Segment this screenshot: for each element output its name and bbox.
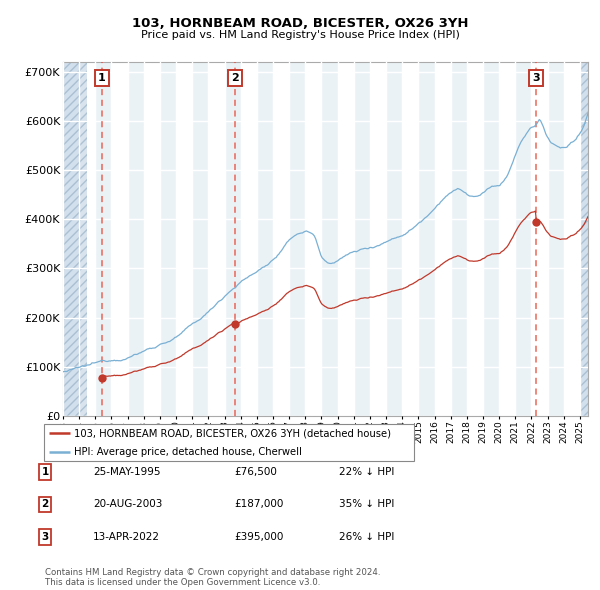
FancyBboxPatch shape bbox=[44, 424, 415, 461]
Text: 3: 3 bbox=[532, 73, 540, 83]
Text: 26% ↓ HPI: 26% ↓ HPI bbox=[339, 532, 394, 542]
Bar bbox=[580, 62, 596, 416]
Text: £187,000: £187,000 bbox=[234, 500, 283, 509]
Text: 2: 2 bbox=[41, 500, 49, 509]
Bar bbox=[386, 62, 402, 416]
Text: 3: 3 bbox=[41, 532, 49, 542]
Text: 2: 2 bbox=[231, 73, 239, 83]
Bar bbox=[63, 62, 79, 416]
Bar bbox=[548, 62, 564, 416]
Bar bbox=[418, 62, 434, 416]
Bar bbox=[354, 62, 370, 416]
Text: £395,000: £395,000 bbox=[234, 532, 283, 542]
Text: 35% ↓ HPI: 35% ↓ HPI bbox=[339, 500, 394, 509]
Text: HPI: Average price, detached house, Cherwell: HPI: Average price, detached house, Cher… bbox=[74, 447, 302, 457]
Bar bbox=[224, 62, 241, 416]
Text: Price paid vs. HM Land Registry's House Price Index (HPI): Price paid vs. HM Land Registry's House … bbox=[140, 30, 460, 40]
Bar bbox=[160, 62, 176, 416]
Text: 1: 1 bbox=[98, 73, 106, 83]
Bar bbox=[322, 62, 338, 416]
Text: 103, HORNBEAM ROAD, BICESTER, OX26 3YH (detached house): 103, HORNBEAM ROAD, BICESTER, OX26 3YH (… bbox=[74, 428, 391, 438]
Text: 20-AUG-2003: 20-AUG-2003 bbox=[93, 500, 163, 509]
Text: 25-MAY-1995: 25-MAY-1995 bbox=[93, 467, 161, 477]
Text: 103, HORNBEAM ROAD, BICESTER, OX26 3YH: 103, HORNBEAM ROAD, BICESTER, OX26 3YH bbox=[132, 17, 468, 30]
Text: £76,500: £76,500 bbox=[234, 467, 277, 477]
Bar bbox=[128, 62, 144, 416]
Bar bbox=[95, 62, 112, 416]
Bar bbox=[451, 62, 467, 416]
Bar bbox=[580, 62, 588, 416]
Bar bbox=[483, 62, 499, 416]
Text: 13-APR-2022: 13-APR-2022 bbox=[93, 532, 160, 542]
Bar bbox=[515, 62, 532, 416]
Bar bbox=[192, 62, 208, 416]
Text: 22% ↓ HPI: 22% ↓ HPI bbox=[339, 467, 394, 477]
Bar bbox=[63, 62, 87, 416]
Bar bbox=[257, 62, 273, 416]
Text: 1: 1 bbox=[41, 467, 49, 477]
Text: Contains HM Land Registry data © Crown copyright and database right 2024.
This d: Contains HM Land Registry data © Crown c… bbox=[45, 568, 380, 587]
Bar bbox=[289, 62, 305, 416]
